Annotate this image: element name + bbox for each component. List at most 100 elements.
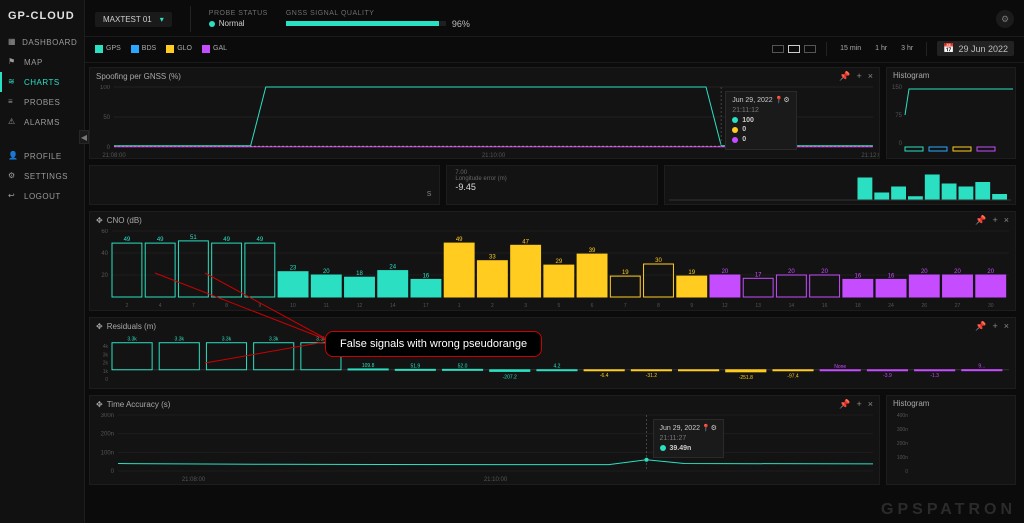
add-icon[interactable]: + <box>992 321 997 332</box>
close-icon[interactable]: × <box>1004 321 1009 332</box>
nav-label: PROFILE <box>24 152 62 161</box>
panel-title: Residuals (m) <box>107 322 976 331</box>
add-icon[interactable]: + <box>856 399 861 410</box>
svg-text:16: 16 <box>822 303 828 309</box>
grid-view-icon[interactable] <box>772 45 784 53</box>
svg-text:2: 2 <box>126 303 129 309</box>
svg-text:9...: 9... <box>978 364 985 370</box>
probe-status-label: PROBE STATUS <box>209 10 268 17</box>
date-picker[interactable]: 📅 29 Jun 2022 <box>937 41 1014 56</box>
pin-icon[interactable]: 📌 <box>839 71 850 82</box>
nav-item-probes[interactable]: ≡PROBES <box>0 92 84 112</box>
histogram2-chart[interactable]: 0100n200n300n400n <box>887 411 1015 481</box>
svg-text:17: 17 <box>423 303 429 309</box>
svg-text:13: 13 <box>755 303 761 309</box>
nav-label: PROBES <box>24 98 60 107</box>
time-range-1hr[interactable]: 1 hr <box>872 43 890 54</box>
move-icon[interactable]: ✥ <box>96 322 103 331</box>
settings-icon: ⚙ <box>8 171 18 181</box>
pin-icon[interactable]: 📌 <box>975 215 986 226</box>
list-view-icon[interactable] <box>788 45 800 53</box>
svg-text:30: 30 <box>988 303 994 309</box>
svg-text:49: 49 <box>223 237 230 243</box>
nav-label: LOGOUT <box>24 192 61 201</box>
svg-text:49: 49 <box>256 237 263 243</box>
panel-title: Spoofing per GNSS (%) <box>96 72 839 81</box>
move-icon[interactable]: ✥ <box>96 400 103 409</box>
svg-text:6: 6 <box>591 303 594 309</box>
svg-text:21:12:00: 21:12:00 <box>861 153 879 159</box>
nav-item-map[interactable]: ⚑ MAP <box>0 52 84 72</box>
pin-icon[interactable]: 📌 <box>975 321 986 332</box>
panel-spoofing: Spoofing per GNSS (%) 📌 + × 05010021:08:… <box>89 67 880 159</box>
annotation-callout: False signals with wrong pseudorange <box>325 331 542 357</box>
svg-text:3: 3 <box>524 303 527 309</box>
close-icon[interactable]: × <box>868 71 873 82</box>
svg-text:24: 24 <box>389 265 396 271</box>
svg-text:26: 26 <box>922 303 928 309</box>
legend-item-bds[interactable]: BDS <box>131 45 156 53</box>
svg-text:-31.2: -31.2 <box>646 373 658 379</box>
svg-text:20: 20 <box>821 269 828 275</box>
svg-text:0: 0 <box>905 469 908 475</box>
nav-item-profile[interactable]: 👤PROFILE <box>0 146 84 166</box>
svg-text:17: 17 <box>755 272 762 278</box>
svg-text:20: 20 <box>323 269 330 275</box>
close-icon[interactable]: × <box>1004 215 1009 226</box>
nav-item-settings[interactable]: ⚙SETTINGS <box>0 166 84 186</box>
svg-text:0: 0 <box>105 377 108 383</box>
svg-text:20: 20 <box>101 273 108 279</box>
svg-text:16: 16 <box>888 273 895 279</box>
svg-text:4.2: 4.2 <box>553 364 560 370</box>
nav-item-alarms[interactable]: ⚠ALARMS <box>0 112 84 132</box>
nav-item-dashboard[interactable]: ▦DASHBOARD <box>0 32 84 52</box>
probe-selector[interactable]: MAXTEST 01 ▾ <box>95 12 172 27</box>
move-icon[interactable]: ✥ <box>96 216 103 225</box>
mini-right-chart[interactable] <box>665 166 1015 204</box>
date-label: 29 Jun 2022 <box>958 44 1008 54</box>
gnss-quality: GNSS SIGNAL QUALITY 96% <box>286 10 470 29</box>
gnss-quality-label: GNSS SIGNAL QUALITY <box>286 10 470 17</box>
spoofing-chart[interactable]: 05010021:08:0021:10:0021:12:00Jun 29, 20… <box>90 85 879 159</box>
compact-view-icon[interactable] <box>804 45 816 53</box>
nav-secondary: 👤PROFILE⚙SETTINGS↩LOGOUT <box>0 146 84 206</box>
time-accuracy-chart[interactable]: 0100n200n300n21:08:0021:10:00Jun 29, 202… <box>90 413 879 483</box>
pin-icon[interactable]: 📌 <box>839 399 850 410</box>
time-range-15min[interactable]: 15 min <box>837 43 864 54</box>
svg-text:0: 0 <box>107 145 111 151</box>
cno-chart[interactable]: 2040604924945174984992310201118122414161… <box>90 229 1015 309</box>
panel-time-accuracy: ✥ Time Accuracy (s) 📌 + × 0100n200n300n2… <box>89 395 880 485</box>
close-icon[interactable]: × <box>868 399 873 410</box>
svg-text:-6.4: -6.4 <box>600 373 609 379</box>
svg-text:1k: 1k <box>103 369 109 375</box>
time-range-3hr[interactable]: 3 hr <box>898 43 916 54</box>
brand-logo: GP-CLOUD <box>0 6 84 32</box>
nav-item-charts[interactable]: ≋CHARTS <box>0 72 84 92</box>
svg-text:33: 33 <box>489 255 496 261</box>
svg-text:5: 5 <box>557 303 560 309</box>
spoofing-tooltip: Jun 29, 2022 📍⚙21:11:1210000 <box>725 91 796 150</box>
add-icon[interactable]: + <box>992 215 997 226</box>
time-range-buttons: 15 min 1 hr 3 hr <box>837 43 916 54</box>
settings-button[interactable]: ⚙ <box>996 10 1014 28</box>
svg-text:30: 30 <box>655 258 662 264</box>
add-icon[interactable]: + <box>856 71 861 82</box>
svg-text:9: 9 <box>690 303 693 309</box>
svg-text:29: 29 <box>555 259 562 265</box>
legend-item-glo[interactable]: GLO <box>166 45 192 53</box>
svg-text:24: 24 <box>888 303 894 309</box>
legend-item-gps[interactable]: GPS <box>95 45 121 53</box>
panel-mini-left: S <box>89 165 440 205</box>
svg-text:4k: 4k <box>103 344 109 350</box>
svg-text:-1.3: -1.3 <box>930 373 939 379</box>
legend-item-gal[interactable]: GAL <box>202 45 227 53</box>
gnss-progress-bar <box>286 21 446 26</box>
view-mode-toggle[interactable] <box>772 45 816 53</box>
nav-item-logout[interactable]: ↩LOGOUT <box>0 186 84 206</box>
nav-label: MAP <box>24 58 43 67</box>
svg-text:200n: 200n <box>897 441 908 447</box>
residuals-chart[interactable]: 01k2k3k4k3.3k3.3k3.3k3.3k3.3k109.851.952… <box>90 335 1015 389</box>
svg-text:3.3k: 3.3k <box>175 337 185 343</box>
histogram-chart[interactable]: 075150 <box>887 83 1015 157</box>
map-icon: ⚑ <box>8 57 18 67</box>
